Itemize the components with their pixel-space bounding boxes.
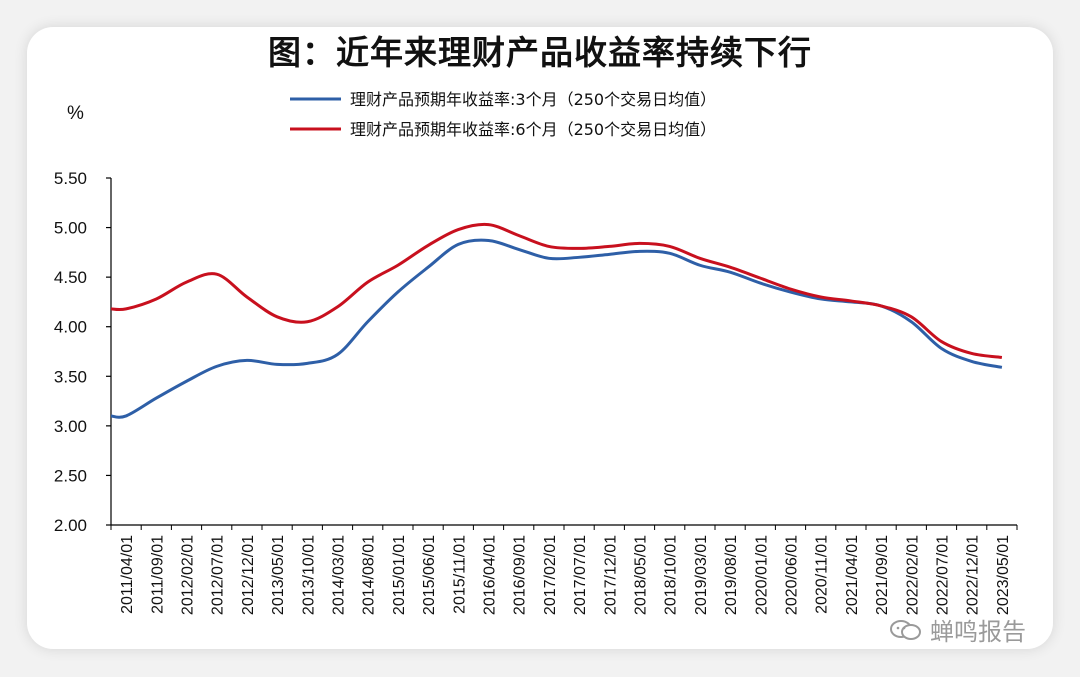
x-tick-label: 2018/10/01 — [663, 535, 680, 615]
x-tick-label: 2022/02/01 — [904, 535, 921, 615]
y-axis-unit: % — [67, 103, 84, 124]
x-tick-label: 2023/05/01 — [995, 535, 1012, 615]
y-tick-label: 2.00 — [54, 516, 87, 535]
watermark: 蝉鸣报告 — [890, 612, 1026, 647]
series-6m-line — [110, 222, 1003, 359]
x-tick-label: 2017/07/01 — [572, 535, 589, 615]
x-tick-label: 2020/01/01 — [753, 535, 770, 615]
x-tick-label: 2013/05/01 — [270, 535, 287, 615]
series-3m-line — [110, 238, 1003, 419]
chart-title: 图：近年来理财产品收益率持续下行 — [268, 33, 812, 72]
x-tick-label: 2021/09/01 — [874, 535, 891, 615]
x-tick-label: 2015/06/01 — [421, 535, 438, 615]
x-tick-label: 2016/04/01 — [482, 535, 499, 615]
x-tick-label: 2012/12/01 — [240, 535, 257, 615]
x-tick-label: 2012/02/01 — [180, 535, 197, 615]
x-tick-label: 2019/03/01 — [693, 535, 710, 615]
x-tick-label: 2017/02/01 — [542, 535, 559, 615]
x-tick-label: 2011/09/01 — [149, 535, 166, 614]
chart-card — [27, 27, 1053, 649]
x-tick-label: 2016/09/01 — [512, 535, 529, 615]
x-tick-label: 2015/11/01 — [451, 535, 468, 614]
chat-bubble-icon — [890, 619, 922, 641]
legend-label-3m: 理财产品预期年收益率:3个月（250个交易日均值） — [350, 90, 716, 109]
x-tick-label: 2021/04/01 — [844, 535, 861, 615]
y-tick-label: 3.50 — [54, 367, 87, 386]
y-tick-label: 5.00 — [54, 219, 87, 238]
y-tick-label: 3.00 — [54, 417, 87, 436]
x-tick-label: 2022/07/01 — [935, 535, 952, 615]
legend-label-6m: 理财产品预期年收益率:6个月（250个交易日均值） — [350, 120, 716, 139]
x-tick-label: 2015/01/01 — [391, 535, 408, 615]
x-tick-label: 2020/11/01 — [814, 535, 831, 614]
y-tick-label: 5.50 — [54, 169, 87, 188]
x-tick-label: 2011/04/01 — [119, 535, 136, 614]
x-tick-label: 2013/10/01 — [300, 535, 317, 615]
x-tick-label: 2014/03/01 — [331, 535, 348, 615]
x-tick-label: 2020/06/01 — [784, 535, 801, 615]
y-tick-label: 4.00 — [54, 318, 87, 337]
x-tick-label: 2017/12/01 — [602, 535, 619, 615]
y-tick-label: 4.50 — [54, 268, 87, 287]
watermark-text: 蝉鸣报告 — [930, 618, 1026, 646]
x-tick-label: 2012/07/01 — [210, 535, 227, 615]
x-tick-label: 2019/08/01 — [723, 535, 740, 615]
x-tick-label: 2014/08/01 — [361, 535, 378, 615]
y-tick-label: 2.50 — [54, 466, 87, 485]
x-tick-label: 2022/12/01 — [965, 535, 982, 615]
x-tick-label: 2018/05/01 — [633, 535, 650, 615]
